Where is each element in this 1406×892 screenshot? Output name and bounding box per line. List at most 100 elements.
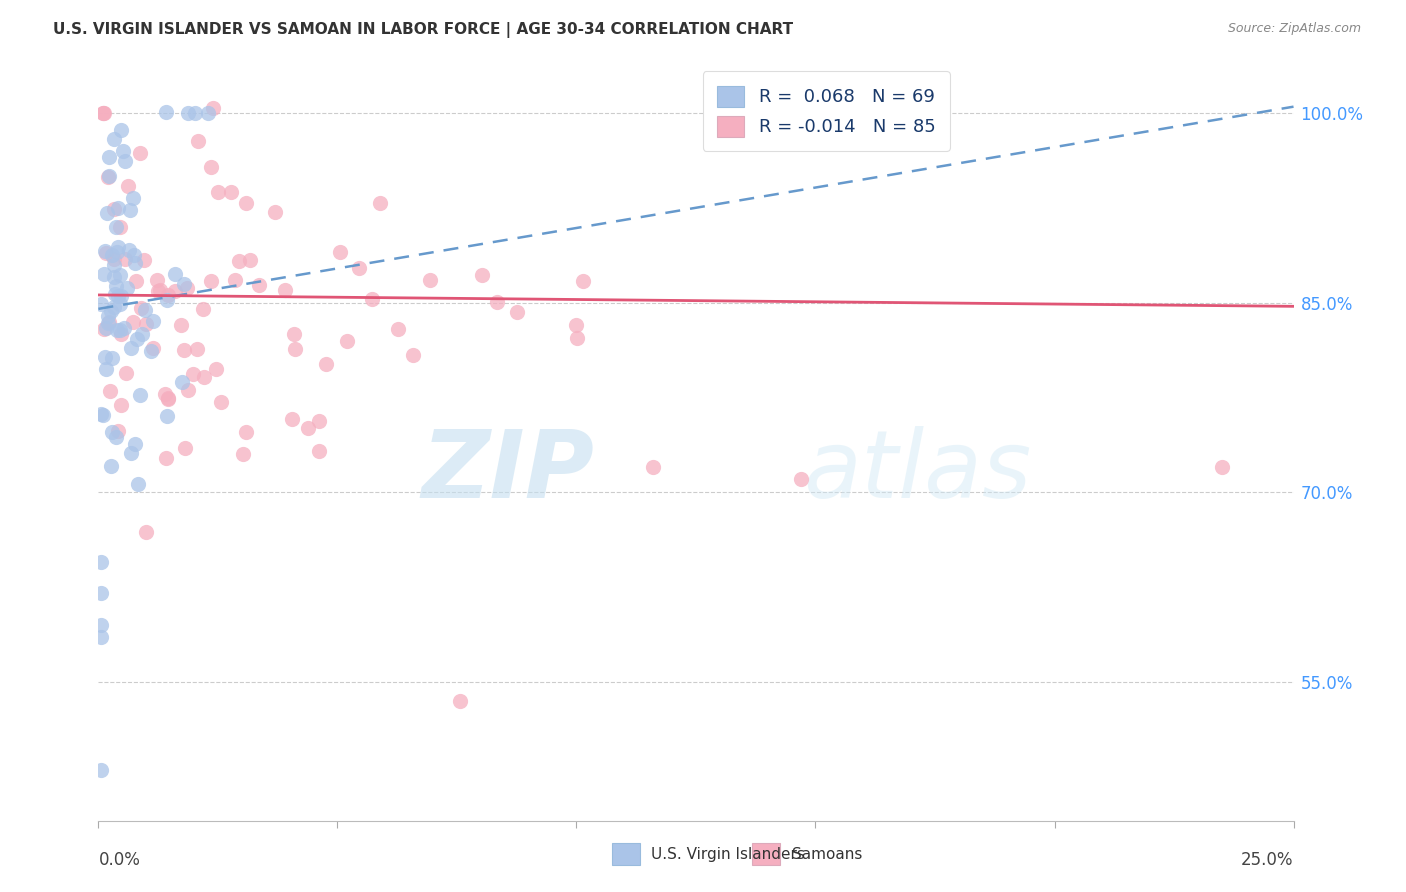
Point bbox=[103, 132, 125, 146]
Point bbox=[155, 450, 177, 465]
Point bbox=[103, 258, 125, 272]
Point bbox=[101, 425, 124, 439]
Point bbox=[129, 301, 152, 315]
Point bbox=[219, 186, 242, 200]
Point bbox=[93, 267, 115, 281]
Point bbox=[156, 288, 179, 302]
Point bbox=[146, 273, 169, 287]
Point bbox=[94, 245, 117, 260]
Point bbox=[163, 284, 186, 298]
Point bbox=[232, 447, 254, 461]
Point bbox=[105, 323, 128, 337]
Point bbox=[107, 424, 129, 438]
Point bbox=[103, 202, 125, 216]
Point bbox=[173, 277, 195, 291]
Point bbox=[105, 429, 128, 443]
Point bbox=[209, 395, 232, 409]
Point bbox=[117, 178, 139, 193]
Point bbox=[148, 284, 170, 298]
Point bbox=[329, 245, 352, 260]
Text: ZIP: ZIP bbox=[422, 425, 595, 518]
Point bbox=[643, 459, 665, 474]
Point bbox=[308, 414, 330, 428]
Point bbox=[155, 387, 177, 401]
Point bbox=[91, 106, 114, 120]
Point bbox=[110, 122, 132, 136]
Point bbox=[124, 256, 146, 270]
Point bbox=[387, 322, 409, 336]
Point bbox=[103, 300, 125, 314]
Point bbox=[174, 441, 197, 455]
Point bbox=[104, 220, 127, 235]
Point bbox=[228, 253, 250, 268]
Point bbox=[101, 248, 124, 262]
Point bbox=[103, 269, 125, 284]
Point bbox=[264, 204, 287, 219]
Point bbox=[131, 327, 153, 342]
Point bbox=[173, 343, 195, 357]
Point bbox=[108, 297, 131, 311]
Point bbox=[107, 289, 129, 303]
Point bbox=[156, 293, 179, 307]
Point bbox=[308, 444, 330, 458]
Point bbox=[181, 367, 204, 381]
Point bbox=[191, 301, 214, 316]
Point bbox=[155, 104, 177, 119]
Point bbox=[98, 169, 121, 183]
Point bbox=[170, 318, 193, 332]
Point bbox=[247, 278, 270, 293]
Point bbox=[110, 398, 132, 412]
Point bbox=[565, 331, 588, 345]
Point bbox=[281, 412, 304, 426]
Point bbox=[297, 421, 319, 435]
Point bbox=[165, 267, 187, 281]
Point bbox=[149, 283, 172, 297]
Point bbox=[156, 391, 179, 405]
Point bbox=[205, 362, 228, 376]
Point bbox=[108, 268, 131, 283]
Point bbox=[135, 524, 157, 539]
Text: 0.0%: 0.0% bbox=[98, 851, 141, 869]
Point bbox=[125, 274, 148, 288]
Point bbox=[402, 348, 425, 362]
Point bbox=[122, 315, 145, 329]
Point bbox=[176, 106, 198, 120]
Point bbox=[486, 295, 509, 310]
Point bbox=[284, 342, 307, 356]
Text: Samoans: Samoans bbox=[792, 847, 862, 862]
Point bbox=[97, 170, 120, 185]
Point bbox=[107, 240, 129, 254]
Point bbox=[790, 473, 813, 487]
Point bbox=[202, 101, 225, 115]
Point bbox=[471, 268, 494, 282]
Point bbox=[94, 362, 117, 376]
Text: 25.0%: 25.0% bbox=[1241, 851, 1294, 869]
Point bbox=[200, 160, 222, 174]
Point bbox=[239, 252, 262, 267]
Point bbox=[142, 341, 165, 355]
Point bbox=[360, 292, 382, 306]
Point bbox=[347, 260, 370, 275]
Point bbox=[170, 376, 193, 390]
Point bbox=[110, 289, 132, 303]
Point bbox=[129, 388, 152, 402]
Point bbox=[108, 220, 131, 235]
Point bbox=[114, 153, 136, 168]
Point bbox=[186, 342, 208, 356]
Point bbox=[93, 106, 115, 120]
Point bbox=[100, 304, 122, 318]
Point bbox=[94, 321, 117, 335]
Point bbox=[121, 191, 143, 205]
Point bbox=[90, 555, 112, 569]
Point bbox=[105, 245, 128, 260]
Point bbox=[112, 320, 135, 334]
Point bbox=[197, 106, 219, 120]
Point bbox=[207, 185, 229, 199]
Point bbox=[90, 586, 112, 600]
Point bbox=[100, 351, 122, 365]
Point bbox=[187, 134, 209, 148]
Point bbox=[157, 392, 180, 406]
Point bbox=[572, 274, 595, 288]
Point bbox=[1211, 459, 1233, 474]
Point bbox=[91, 409, 114, 423]
